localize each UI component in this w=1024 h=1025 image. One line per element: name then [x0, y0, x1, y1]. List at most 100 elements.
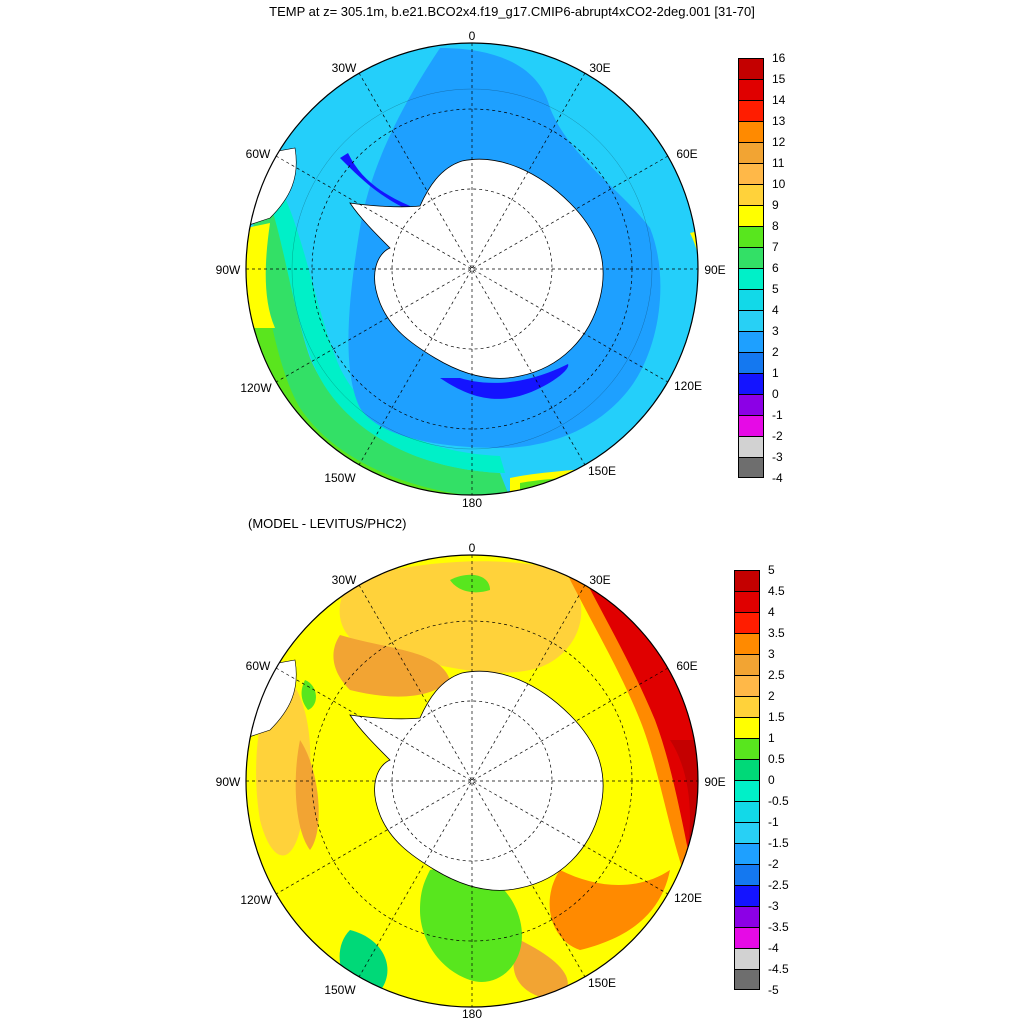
- colorbar-label: 4: [772, 303, 779, 317]
- colorbar-swatch: [738, 373, 764, 394]
- lon-label-0: 0: [469, 541, 476, 555]
- colorbar-swatch: [734, 612, 760, 633]
- colorbar-swatch: [738, 352, 764, 373]
- colorbar-swatch: [738, 268, 764, 289]
- colorbar-label: -1.5: [768, 836, 789, 850]
- figure-title: TEMP at z= 305.1m, b.e21.BCO2x4.f19_g17.…: [269, 4, 755, 19]
- colorbar-swatch: [734, 885, 760, 906]
- colorbar-swatch: [734, 654, 760, 675]
- temperature-map-svg: 0 30E 60E 90E 120E 150E 180 150W 120W 90…: [216, 29, 726, 510]
- colorbar-label: 2: [768, 689, 775, 703]
- colorbar-swatch: [734, 948, 760, 969]
- colorbar-swatch: [738, 331, 764, 352]
- colorbar-label: -4.5: [768, 962, 789, 976]
- colorbar-swatch: [738, 226, 764, 247]
- colorbar-label: -4: [772, 471, 783, 485]
- colorbar-label: 2: [772, 345, 779, 359]
- colorbar-label: 13: [772, 114, 786, 128]
- lon-label-30w: 30W: [332, 573, 357, 587]
- colorbar-swatch: [738, 436, 764, 457]
- lon-label-30w: 30W: [332, 61, 357, 75]
- colorbar-swatch: [734, 738, 760, 759]
- colorbar-label: 0.5: [768, 752, 785, 766]
- lon-label-150w: 150W: [324, 983, 356, 997]
- colorbar-label: 0: [768, 773, 775, 787]
- difference-map-svg: 0 30E 60E 90E 120E 150E 180 150W 120W 90…: [216, 541, 726, 1021]
- colorbar-label: 2.5: [768, 668, 785, 682]
- colorbar-swatch: [738, 394, 764, 415]
- colorbar-label: 4.5: [768, 584, 785, 598]
- colorbar-label: 0: [772, 387, 779, 401]
- temperature-map: 0 30E 60E 90E 120E 150E 180 150W 120W 90…: [200, 28, 760, 518]
- colorbar-label: -3.5: [768, 920, 789, 934]
- colorbar-swatch: [734, 864, 760, 885]
- lon-label-30e: 30E: [589, 573, 610, 587]
- colorbar-swatch: [738, 310, 764, 331]
- colorbar-label: -5: [768, 983, 779, 997]
- colorbar-label: 4: [768, 605, 775, 619]
- lon-label-30e: 30E: [589, 61, 610, 75]
- lon-label-60w: 60W: [246, 147, 271, 161]
- colorbar-label: 3: [772, 324, 779, 338]
- colorbar-swatch: [738, 415, 764, 436]
- colorbar-label: -2: [772, 429, 783, 443]
- colorbar-label: -1: [772, 408, 783, 422]
- colorbar-label: 1: [768, 731, 775, 745]
- colorbar-label: 9: [772, 198, 779, 212]
- lon-label-150e: 150E: [588, 464, 616, 478]
- colorbar-swatch: [734, 591, 760, 612]
- colorbar-swatch: [734, 675, 760, 696]
- colorbar-label: 15: [772, 72, 786, 86]
- colorbar-swatch: [738, 205, 764, 226]
- difference-title: (MODEL - LEVITUS/PHC2): [248, 516, 407, 531]
- colorbar-swatch: [738, 289, 764, 310]
- colorbar-swatch: [734, 843, 760, 864]
- colorbar-swatch: [738, 58, 764, 79]
- colorbar-label: 8: [772, 219, 779, 233]
- lon-label-60e: 60E: [676, 659, 697, 673]
- colorbar-label: 16: [772, 51, 786, 65]
- lon-label-60e: 60E: [676, 147, 697, 161]
- colorbar-label: -3: [768, 899, 779, 913]
- lon-label-90w: 90W: [216, 263, 241, 277]
- colorbar-swatch: [738, 79, 764, 100]
- colorbar-swatch: [738, 163, 764, 184]
- map-boundary: [245, 554, 699, 1008]
- colorbar-label: 12: [772, 135, 786, 149]
- colorbar-label: 6: [772, 261, 779, 275]
- lon-label-180: 180: [462, 1007, 482, 1020]
- colorbar-label: 5: [768, 563, 775, 577]
- colorbar-swatch: [734, 633, 760, 654]
- colorbar-label: 1.5: [768, 710, 785, 724]
- lon-label-150e: 150E: [588, 976, 616, 990]
- lon-label-120e: 120E: [674, 891, 702, 905]
- map-boundary: [245, 42, 699, 496]
- colorbar-label: 3.5: [768, 626, 785, 640]
- lon-label-90e: 90E: [704, 775, 725, 789]
- lon-label-90w: 90W: [216, 775, 241, 789]
- colorbar-label: -2.5: [768, 878, 789, 892]
- colorbar-label: 3: [768, 647, 775, 661]
- difference-field: [246, 555, 698, 1007]
- colorbar-swatch: [734, 822, 760, 843]
- colorbar-swatch: [738, 247, 764, 268]
- colorbar-swatch: [734, 696, 760, 717]
- colorbar-label: 14: [772, 93, 786, 107]
- colorbar-label: -1: [768, 815, 779, 829]
- colorbar-label: 11: [772, 156, 785, 170]
- colorbar-swatch: [738, 100, 764, 121]
- colorbar-swatch: [734, 759, 760, 780]
- colorbar-swatch: [738, 121, 764, 142]
- colorbar-swatch: [738, 184, 764, 205]
- lon-label-120w: 120W: [240, 893, 272, 907]
- colorbar-swatch: [734, 969, 760, 990]
- colorbar-swatch: [738, 457, 764, 478]
- colorbar-swatch: [734, 717, 760, 738]
- colorbar-label: 7: [772, 240, 779, 254]
- colorbar-label: -0.5: [768, 794, 789, 808]
- lon-label-90e: 90E: [704, 263, 725, 277]
- colorbar-swatch: [734, 906, 760, 927]
- colorbar-swatch: [734, 927, 760, 948]
- colorbar-swatch: [738, 142, 764, 163]
- difference-map: 0 30E 60E 90E 120E 150E 180 150W 120W 90…: [200, 540, 760, 1021]
